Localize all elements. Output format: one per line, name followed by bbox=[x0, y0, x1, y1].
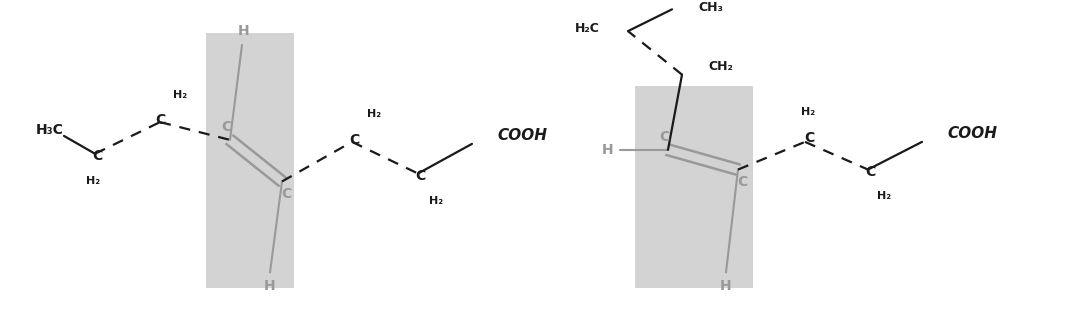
Text: H₂: H₂ bbox=[173, 91, 187, 100]
FancyBboxPatch shape bbox=[635, 86, 753, 288]
Text: CH₂: CH₂ bbox=[708, 60, 733, 73]
Text: C: C bbox=[804, 131, 815, 145]
Text: C: C bbox=[281, 187, 292, 201]
Text: H₂C: H₂C bbox=[576, 22, 600, 35]
Text: H₂: H₂ bbox=[367, 109, 381, 119]
FancyBboxPatch shape bbox=[206, 33, 294, 288]
Text: COOH: COOH bbox=[947, 126, 997, 141]
Text: CH₃: CH₃ bbox=[698, 1, 723, 14]
Text: H₂: H₂ bbox=[429, 196, 443, 206]
Text: H₂: H₂ bbox=[877, 191, 891, 201]
Text: H₃C: H₃C bbox=[36, 123, 63, 137]
Text: H₂: H₂ bbox=[801, 107, 815, 117]
Text: H: H bbox=[265, 279, 275, 293]
Text: C: C bbox=[737, 175, 747, 189]
Text: C: C bbox=[659, 130, 669, 144]
Text: H₂: H₂ bbox=[86, 176, 100, 186]
Text: C: C bbox=[221, 120, 231, 134]
Text: H: H bbox=[238, 24, 250, 38]
Text: H: H bbox=[720, 279, 732, 293]
Text: C: C bbox=[349, 133, 359, 147]
Text: C: C bbox=[91, 149, 102, 163]
Text: H: H bbox=[603, 143, 613, 157]
Text: COOH: COOH bbox=[497, 128, 547, 144]
Text: C: C bbox=[155, 113, 165, 127]
Text: C: C bbox=[865, 165, 875, 179]
Text: C: C bbox=[415, 169, 425, 183]
